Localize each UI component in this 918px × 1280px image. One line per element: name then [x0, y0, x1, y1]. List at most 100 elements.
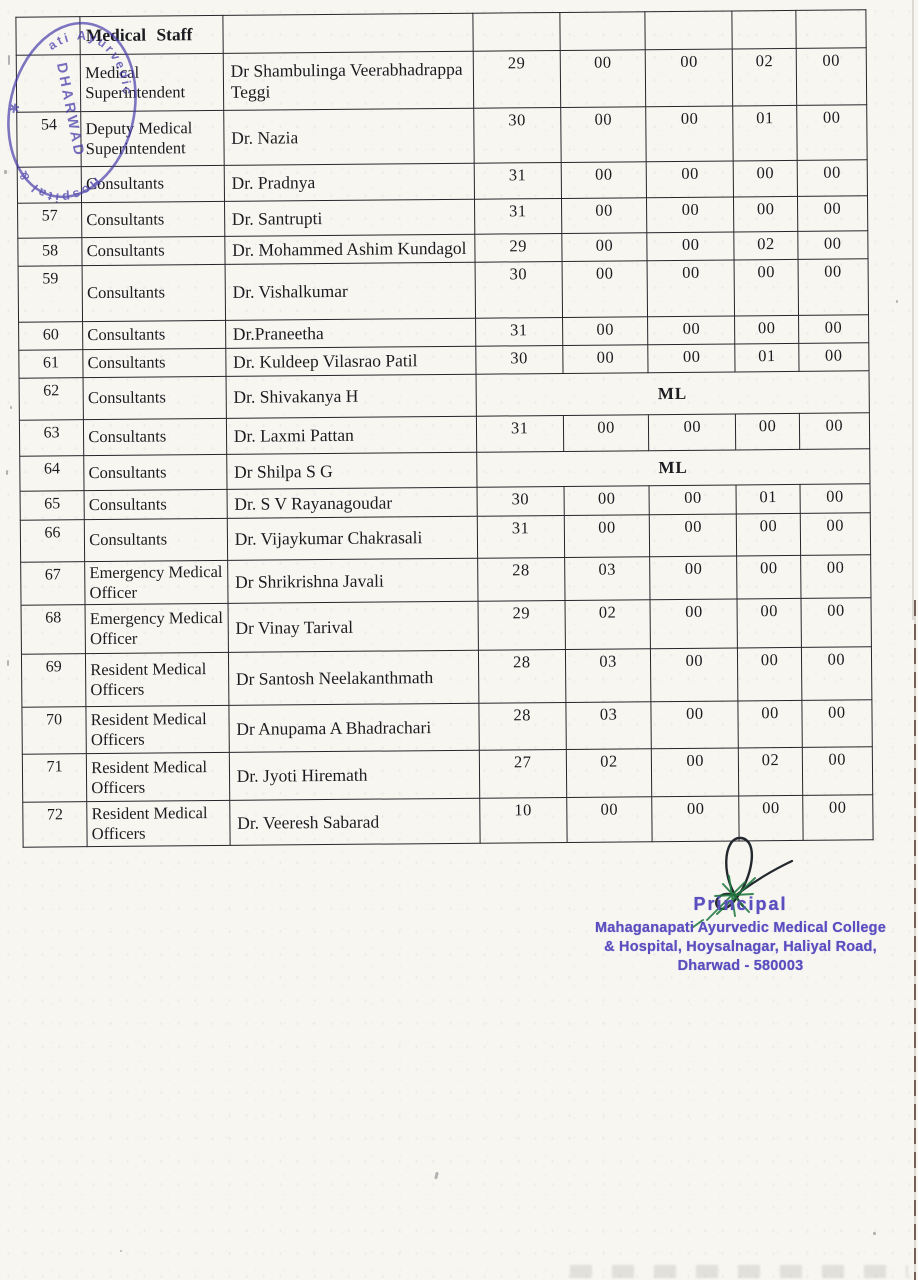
name-cell: Dr. Pradnya — [223, 163, 475, 202]
name-cell: Dr. Vishalkumar — [224, 262, 476, 321]
value-cell: 00 — [733, 196, 798, 232]
serial-cell: 61 — [18, 349, 84, 379]
value-cell: 00 — [737, 598, 802, 649]
table-row: 70 Resident Medical Officers Dr Anupama A … — [21, 700, 873, 755]
value-cell: 02 — [564, 599, 651, 650]
value-cell: 00 — [735, 413, 800, 450]
name-cell: Dr. Mohammed Ashim Kundagol — [224, 234, 475, 265]
table-row: 72 Resident Medical Officers Dr. Veeresh S… — [22, 795, 874, 848]
scan-speck — [434, 1171, 439, 1180]
name-cell: Dr. Vijaykumar Chakrasali — [226, 516, 478, 561]
designation-cell: Resident Medical Officers — [86, 800, 230, 847]
value-cell: 00 — [736, 513, 801, 556]
table-row: 71 Resident Medical Officers Dr. Jyoti Hir… — [22, 747, 873, 803]
scan-speck — [8, 55, 10, 65]
table-row: Medical Superintendent Dr Shambulinga Vee… — [16, 47, 867, 113]
value-cell: 00 — [651, 701, 739, 749]
serial-cell: 72 — [22, 801, 88, 848]
value-cell: 00 — [561, 260, 648, 318]
value-cell: 00 — [563, 414, 649, 452]
serial-cell: 57 — [17, 202, 83, 239]
staff-attendance-table: Medical Staff Medical Superintendent Dr S… — [15, 9, 874, 848]
value-cell: 00 — [646, 196, 735, 233]
value-cell: 00 — [801, 647, 872, 701]
serial-cell: 71 — [22, 753, 87, 803]
designation-cell: Resident Medical Officers — [85, 652, 229, 707]
designation-cell: Medical Superintendent — [80, 53, 224, 112]
org-city-line: Dharwad - 580003 — [677, 958, 804, 974]
value-header-cell — [472, 12, 561, 52]
signature-scribble — [690, 836, 794, 928]
value-cell: 00 — [795, 47, 867, 106]
table-row: 67 Emergency Medical Officer Dr Shrikrishn… — [20, 554, 871, 606]
table-row: 68 Emergency Medical Officer Dr Vinay Tari… — [21, 598, 872, 655]
scan-speck — [4, 170, 7, 174]
value-cell: 00 — [801, 700, 873, 748]
value-cell: 00 — [797, 230, 869, 260]
value-cell: 00 — [562, 316, 648, 346]
designation-cell: Resident Medical Officers — [86, 752, 230, 802]
value-cell: 00 — [651, 748, 740, 797]
table-row: 62 Consultants Dr. Shivakanya H ML — [19, 370, 870, 421]
value-cell: 30 — [474, 261, 563, 319]
value-cell: 00 — [799, 512, 871, 556]
principal-title: Principal — [693, 894, 788, 914]
value-cell: 28 — [478, 702, 567, 751]
value-cell: 31 — [473, 162, 562, 200]
principal-stamp-block: Principal Mahaganapati Ayurvedic Medical… — [558, 894, 918, 976]
value-cell: 27 — [478, 749, 567, 799]
value-cell: 00 — [737, 555, 801, 600]
name-cell: Dr. S V Rayanagoudar — [226, 487, 477, 519]
serial-header-cell — [15, 16, 81, 56]
value-cell: 00 — [798, 314, 869, 344]
designation-cell: Consultants — [82, 264, 226, 322]
value-cell: 00 — [647, 315, 736, 345]
value-cell: 00 — [734, 259, 799, 316]
value-cell: 03 — [564, 556, 651, 601]
value-cell: 00 — [797, 195, 868, 232]
name-cell: Dr. Laxmi Pattan — [226, 416, 477, 455]
serial-cell: 67 — [20, 561, 86, 606]
serial-cell: 69 — [21, 653, 87, 708]
value-cell: 10 — [479, 797, 568, 844]
scan-speck — [6, 470, 8, 475]
value-cell: 00 — [800, 554, 871, 599]
value-cell: 30 — [475, 345, 563, 375]
serial-cell: 65 — [20, 490, 85, 521]
serial-cell: 59 — [18, 265, 83, 323]
scan-bottom-smudge — [570, 1265, 908, 1278]
value-cell: 31 — [475, 415, 564, 453]
value-cell: 00 — [647, 343, 736, 373]
value-cell: 00 — [566, 796, 653, 843]
name-cell: Dr. Nazia — [223, 108, 474, 166]
value-cell: 00 — [739, 795, 803, 842]
designation-cell: Emergency Medical Officer — [84, 560, 228, 605]
value-cell: 00 — [562, 344, 649, 374]
table-row: 59 Consultants Dr. Vishalkumar 30 00 00 00 00 — [18, 258, 869, 323]
name-cell: Dr Vinay Tarival — [227, 601, 479, 653]
scan-speck — [7, 660, 9, 666]
serial-cell: 64 — [19, 455, 85, 492]
value-cell: 31 — [474, 198, 562, 235]
designation-cell: Consultants — [83, 418, 227, 456]
value-cell: 00 — [650, 648, 739, 702]
designation-cell: Consultants — [83, 348, 226, 378]
value-cell: 00 — [645, 105, 734, 162]
value-cell: 00 — [799, 412, 870, 450]
designation-cell: Consultants — [82, 320, 226, 350]
value-cell: 00 — [735, 315, 799, 344]
name-cell: Dr. Santrupti — [224, 199, 475, 237]
value-cell: 00 — [738, 700, 803, 749]
scan-edge-line — [913, 600, 916, 1280]
designation-cell: Emergency Medical Officer — [85, 603, 229, 654]
value-cell: 29 — [474, 233, 562, 263]
value-cell: 00 — [563, 485, 650, 516]
scan-speck — [10, 406, 12, 409]
value-cell: 01 — [733, 105, 797, 161]
name-header-cell — [222, 13, 473, 54]
designation-cell: Deputy Medical Superintendent — [80, 110, 224, 167]
value-cell: 02 — [566, 748, 652, 798]
scan-edge-faint — [912, 0, 914, 620]
value-cell: 01 — [736, 484, 800, 514]
value-cell: 28 — [477, 557, 565, 602]
